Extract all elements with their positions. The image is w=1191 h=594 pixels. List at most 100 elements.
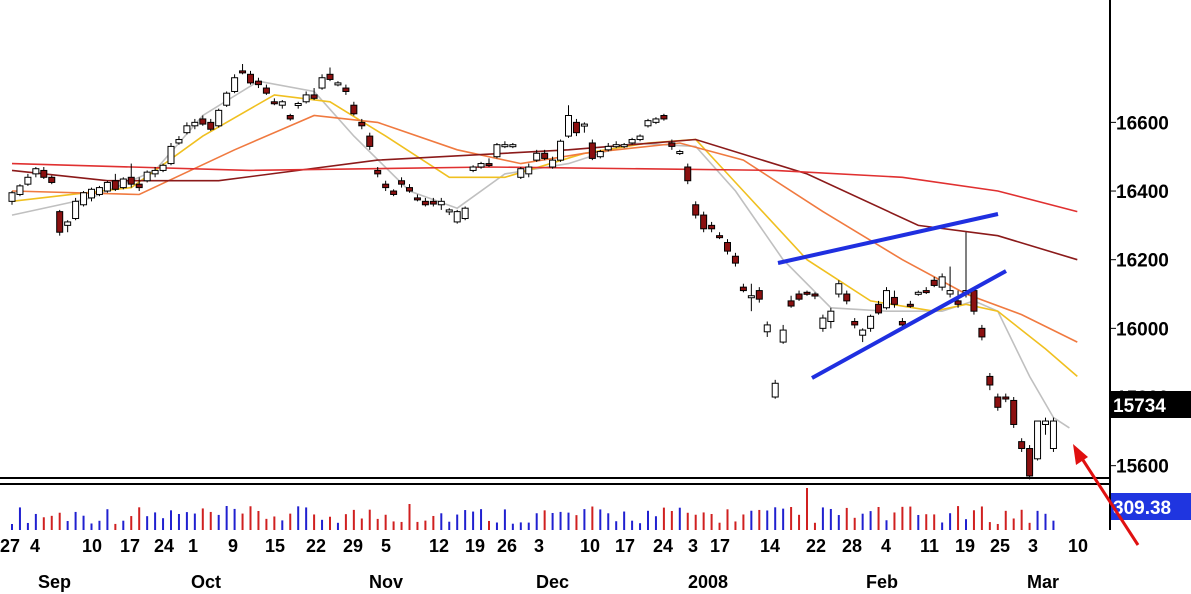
candle-body (922, 290, 930, 294)
day-tick-label: 9 (228, 536, 238, 556)
day-tick-label: 26 (497, 536, 517, 556)
candle (239, 64, 247, 75)
volume-bar (861, 513, 864, 530)
candle-body (80, 192, 88, 206)
volume-bar (209, 511, 212, 530)
candle (811, 292, 819, 300)
volume-bar (686, 512, 689, 530)
candle-body (636, 135, 644, 141)
volume-bar (1012, 518, 1015, 530)
volume-bar (559, 511, 562, 530)
candle (533, 149, 541, 162)
volume-bar (798, 514, 801, 530)
volume-bar (106, 509, 109, 530)
candle-body (143, 171, 151, 182)
volume-bar (941, 522, 944, 530)
volume-bar (273, 516, 276, 530)
volume-bar (647, 510, 649, 530)
volume-bar (519, 522, 522, 530)
volume-bar (400, 521, 403, 530)
day-tick-label: 10 (82, 536, 102, 556)
volume-bar (265, 518, 268, 530)
month-tick-label: Dec (536, 572, 569, 592)
month-tick-label: Mar (1027, 572, 1059, 592)
candle-body (493, 144, 501, 158)
volume-bar (11, 524, 13, 530)
candle (843, 290, 851, 305)
volume-bar (74, 511, 77, 530)
candle-body (215, 109, 223, 127)
candle (207, 118, 215, 131)
candle (652, 117, 660, 125)
candle-body (485, 163, 493, 167)
candle-body (755, 290, 763, 300)
day-tick-label: 1 (188, 536, 198, 556)
candle-body (413, 197, 421, 201)
arrow-shaft (1079, 456, 1140, 546)
candle (1018, 438, 1026, 452)
volume-bar (662, 507, 665, 530)
volume-bar (408, 504, 411, 530)
candle (684, 163, 692, 185)
volume-bar (702, 512, 705, 530)
candle (16, 184, 24, 197)
candle (851, 318, 859, 329)
volume-bar (50, 515, 53, 530)
candle (620, 142, 628, 149)
volume-bar (448, 521, 451, 530)
candle-body (819, 317, 827, 329)
candle-body (135, 183, 143, 189)
volume-bar (527, 522, 530, 530)
candle-body (111, 180, 119, 190)
candle (922, 287, 930, 295)
volume-bar (925, 514, 928, 530)
volume-bar (782, 508, 785, 530)
candle-body (739, 286, 747, 292)
candle-body (254, 80, 262, 86)
volume-bar (965, 519, 967, 530)
candle (795, 290, 803, 301)
volume-bar (313, 514, 316, 530)
candle-body (8, 192, 16, 202)
candle-body (278, 101, 286, 106)
candle (747, 283, 755, 312)
candle-body (72, 200, 80, 219)
candle-body (517, 168, 525, 178)
candle (270, 98, 278, 106)
candle (406, 184, 413, 193)
volume-bar (742, 514, 745, 530)
candle-body (612, 144, 620, 148)
candle (596, 149, 604, 159)
candle (867, 314, 875, 332)
candle (191, 118, 199, 130)
day-tick-label: 22 (806, 536, 826, 556)
candle-body (724, 242, 731, 252)
volume-bar (885, 520, 888, 530)
volume-bar (305, 507, 308, 530)
candle-body (660, 115, 668, 120)
month-tick-label: Sep (38, 572, 71, 592)
candle-body (986, 375, 994, 386)
candle (787, 295, 795, 308)
volume-bar (654, 516, 657, 530)
candle-body (262, 87, 270, 94)
candle-body (56, 211, 64, 233)
volume-bar (1036, 510, 1039, 530)
volume-bar (718, 522, 721, 530)
volume-badge-bg (1111, 493, 1191, 520)
volume-bar (329, 516, 331, 530)
candle (382, 180, 390, 192)
candle-body (95, 187, 103, 195)
candle-body (477, 163, 485, 168)
candle-body (501, 144, 509, 148)
day-tick-label: 15 (265, 536, 285, 556)
candle-body (1002, 396, 1010, 400)
volume-bar (416, 521, 419, 530)
price-tick-label: 16000 (1116, 319, 1169, 340)
day-tick-label: 4 (30, 536, 40, 556)
volume-bar (1004, 510, 1007, 530)
candle (429, 197, 437, 207)
wedge-pattern-lines (777, 212, 1007, 380)
candle-body (183, 125, 191, 134)
